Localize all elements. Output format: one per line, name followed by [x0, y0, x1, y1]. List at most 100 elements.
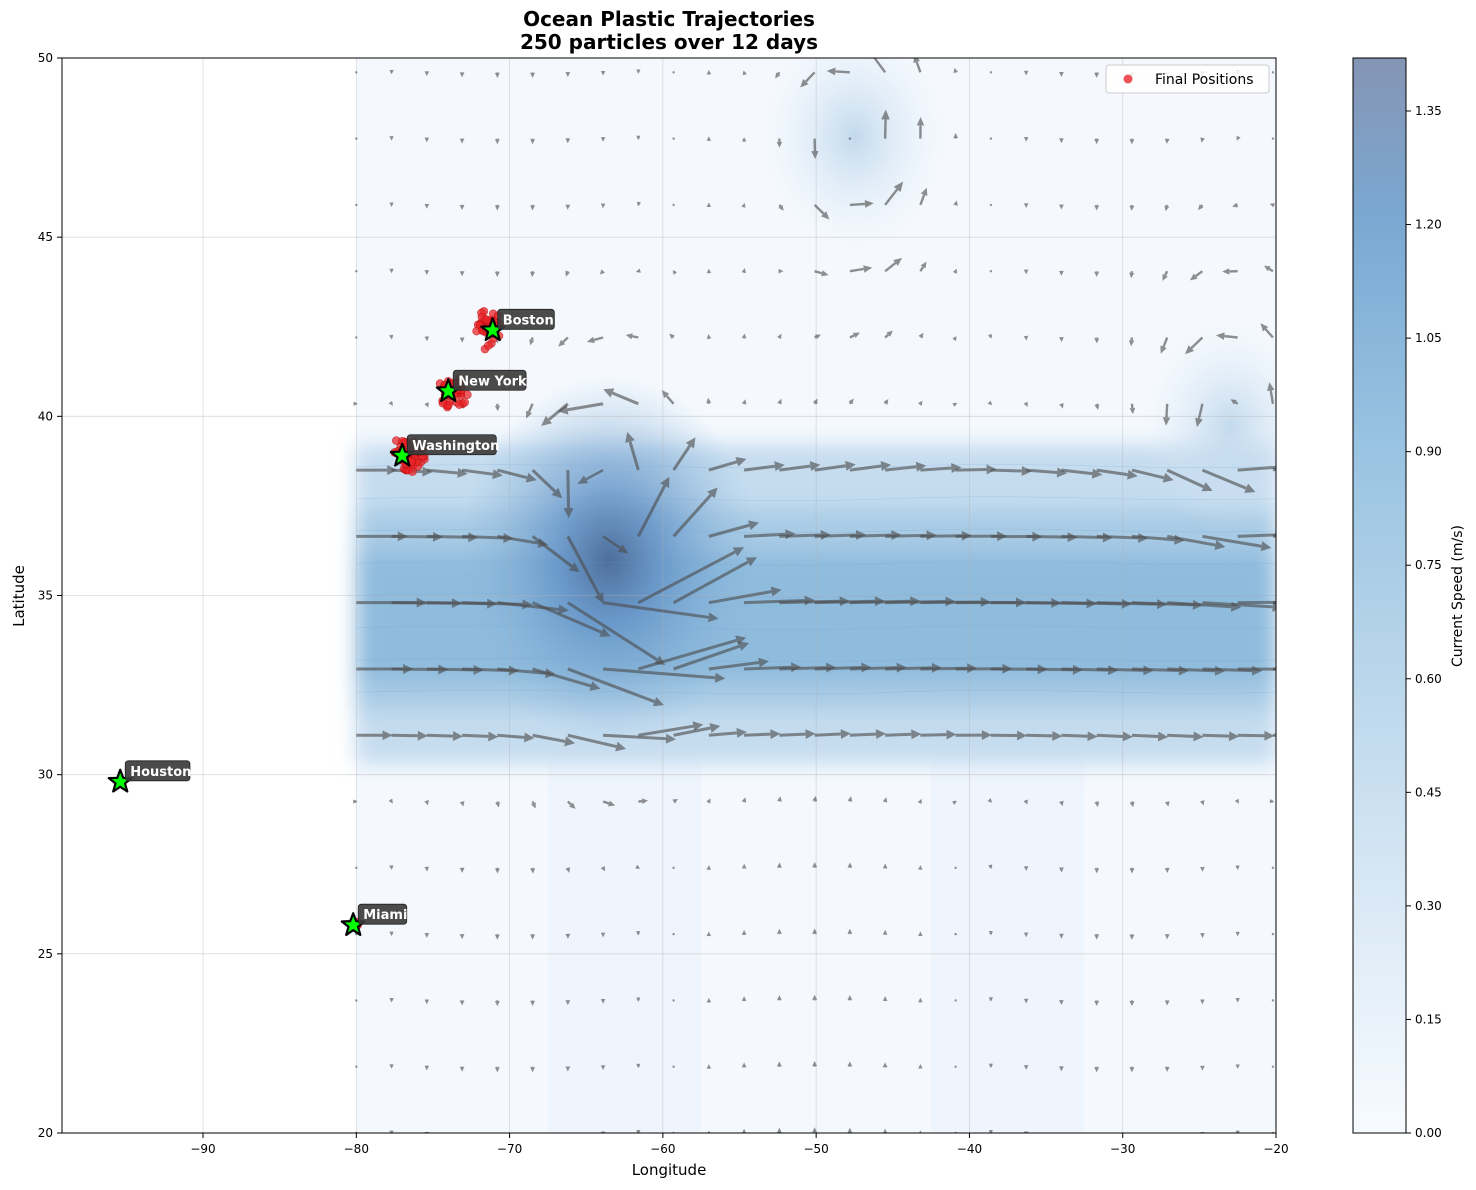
vector-head — [812, 862, 818, 868]
vector-arrow — [1059, 72, 1064, 77]
vector-arrow — [848, 398, 854, 405]
vector-shaft — [673, 644, 741, 671]
vector-arrow — [389, 202, 394, 207]
vector-shaft — [566, 535, 601, 596]
vector-shaft — [743, 464, 776, 472]
vector-head — [389, 931, 394, 937]
vector-shaft — [1197, 403, 1204, 419]
vector-arrow — [672, 557, 757, 604]
vector-arrow — [1129, 1066, 1135, 1073]
vector-head — [812, 994, 818, 1000]
vector-arrow — [1200, 866, 1205, 872]
vector-head — [389, 202, 394, 207]
vector-arrow — [918, 865, 923, 870]
vector-head — [916, 117, 925, 126]
vector-shaft — [567, 800, 572, 806]
vector-arrow — [424, 203, 430, 209]
vector-shaft — [461, 468, 494, 476]
vector-head — [709, 723, 721, 733]
vector-arrow — [955, 730, 992, 740]
vector-shaft — [849, 267, 865, 273]
vector-head — [389, 998, 394, 1003]
vector-arrow — [1059, 1000, 1064, 1006]
vector-head — [635, 864, 641, 869]
vector-arrow — [1267, 382, 1275, 404]
vector-arrow — [917, 400, 923, 406]
vector-head — [758, 657, 769, 668]
vector-shaft — [778, 204, 782, 208]
vector-arrow — [567, 667, 664, 707]
vector-arrow — [494, 204, 500, 211]
vector-arrow — [708, 727, 747, 738]
vector-head — [600, 932, 606, 938]
vector-shaft — [426, 534, 469, 539]
vector-arrow — [849, 729, 887, 739]
vector-arrow — [494, 271, 500, 277]
vector-shaft — [919, 266, 925, 272]
vector-arrow — [918, 332, 924, 339]
vector-head — [778, 268, 784, 274]
contour-line — [356, 657, 1276, 662]
vector-shaft — [1096, 733, 1123, 738]
vector-arrow — [952, 336, 957, 341]
vector-arrow — [388, 400, 394, 406]
vector-arrow — [602, 535, 629, 554]
vector-head — [1200, 933, 1205, 939]
vector-arrow — [586, 336, 604, 344]
vector-shaft — [1272, 667, 1276, 671]
vector-head — [389, 69, 394, 75]
vector-arrow — [637, 635, 747, 671]
vector-head — [389, 136, 394, 141]
vector-dot — [1271, 137, 1275, 140]
vector-head — [826, 67, 836, 76]
vector-head — [600, 1065, 606, 1070]
vector-shaft — [708, 523, 750, 538]
vector-arrow — [531, 801, 536, 809]
vector-head — [880, 461, 892, 471]
vector-arrow — [849, 199, 874, 208]
x-tick-label: −80 — [344, 1142, 369, 1156]
city-miami: Miami — [340, 903, 407, 936]
vector-shaft — [1234, 401, 1239, 405]
vector-arrow — [1164, 801, 1170, 807]
vector-head — [382, 730, 393, 741]
vector-arrow — [462, 731, 499, 742]
vector-arrow — [1160, 337, 1169, 354]
vector-head — [526, 410, 533, 419]
vector-head — [600, 203, 606, 209]
vector-head — [918, 865, 923, 870]
vector-arrow — [1128, 337, 1135, 347]
vector-head — [424, 866, 430, 872]
vector-shaft — [955, 467, 987, 472]
vector-arrow — [1129, 403, 1136, 415]
vector-head — [886, 330, 893, 337]
vector-arrow — [565, 204, 571, 210]
y-axis-ticks: 20 25 30 35 40 45 50 — [38, 51, 62, 1140]
vector-head — [1129, 1134, 1134, 1139]
vector-arrow — [741, 1062, 747, 1068]
vector-head — [424, 933, 430, 938]
vector-head — [893, 257, 903, 266]
vector-dot — [1271, 71, 1275, 74]
vector-arrow — [565, 933, 571, 939]
vector-head — [741, 202, 746, 208]
vector-arrow — [567, 733, 627, 752]
vector-shaft — [1272, 467, 1276, 472]
vector-arrow — [636, 997, 641, 1002]
vector-head — [1164, 801, 1170, 807]
vector-head — [531, 802, 536, 809]
vector-head — [1129, 1000, 1135, 1007]
vector-shaft — [920, 466, 952, 472]
chart-subtitle: 250 particles over 12 days — [520, 30, 818, 54]
vector-shaft — [884, 465, 917, 472]
vector-arrow — [635, 864, 641, 869]
vector-dot — [989, 203, 993, 207]
vector-head — [665, 733, 677, 744]
vector-arrow — [884, 461, 927, 472]
vector-shaft — [602, 667, 716, 680]
vector-shaft — [1269, 390, 1275, 404]
vector-dot — [355, 203, 358, 207]
vector-arrow — [461, 468, 503, 480]
vector-arrow — [565, 867, 571, 873]
colorbar-tick-label: 0.90 — [1415, 445, 1442, 459]
